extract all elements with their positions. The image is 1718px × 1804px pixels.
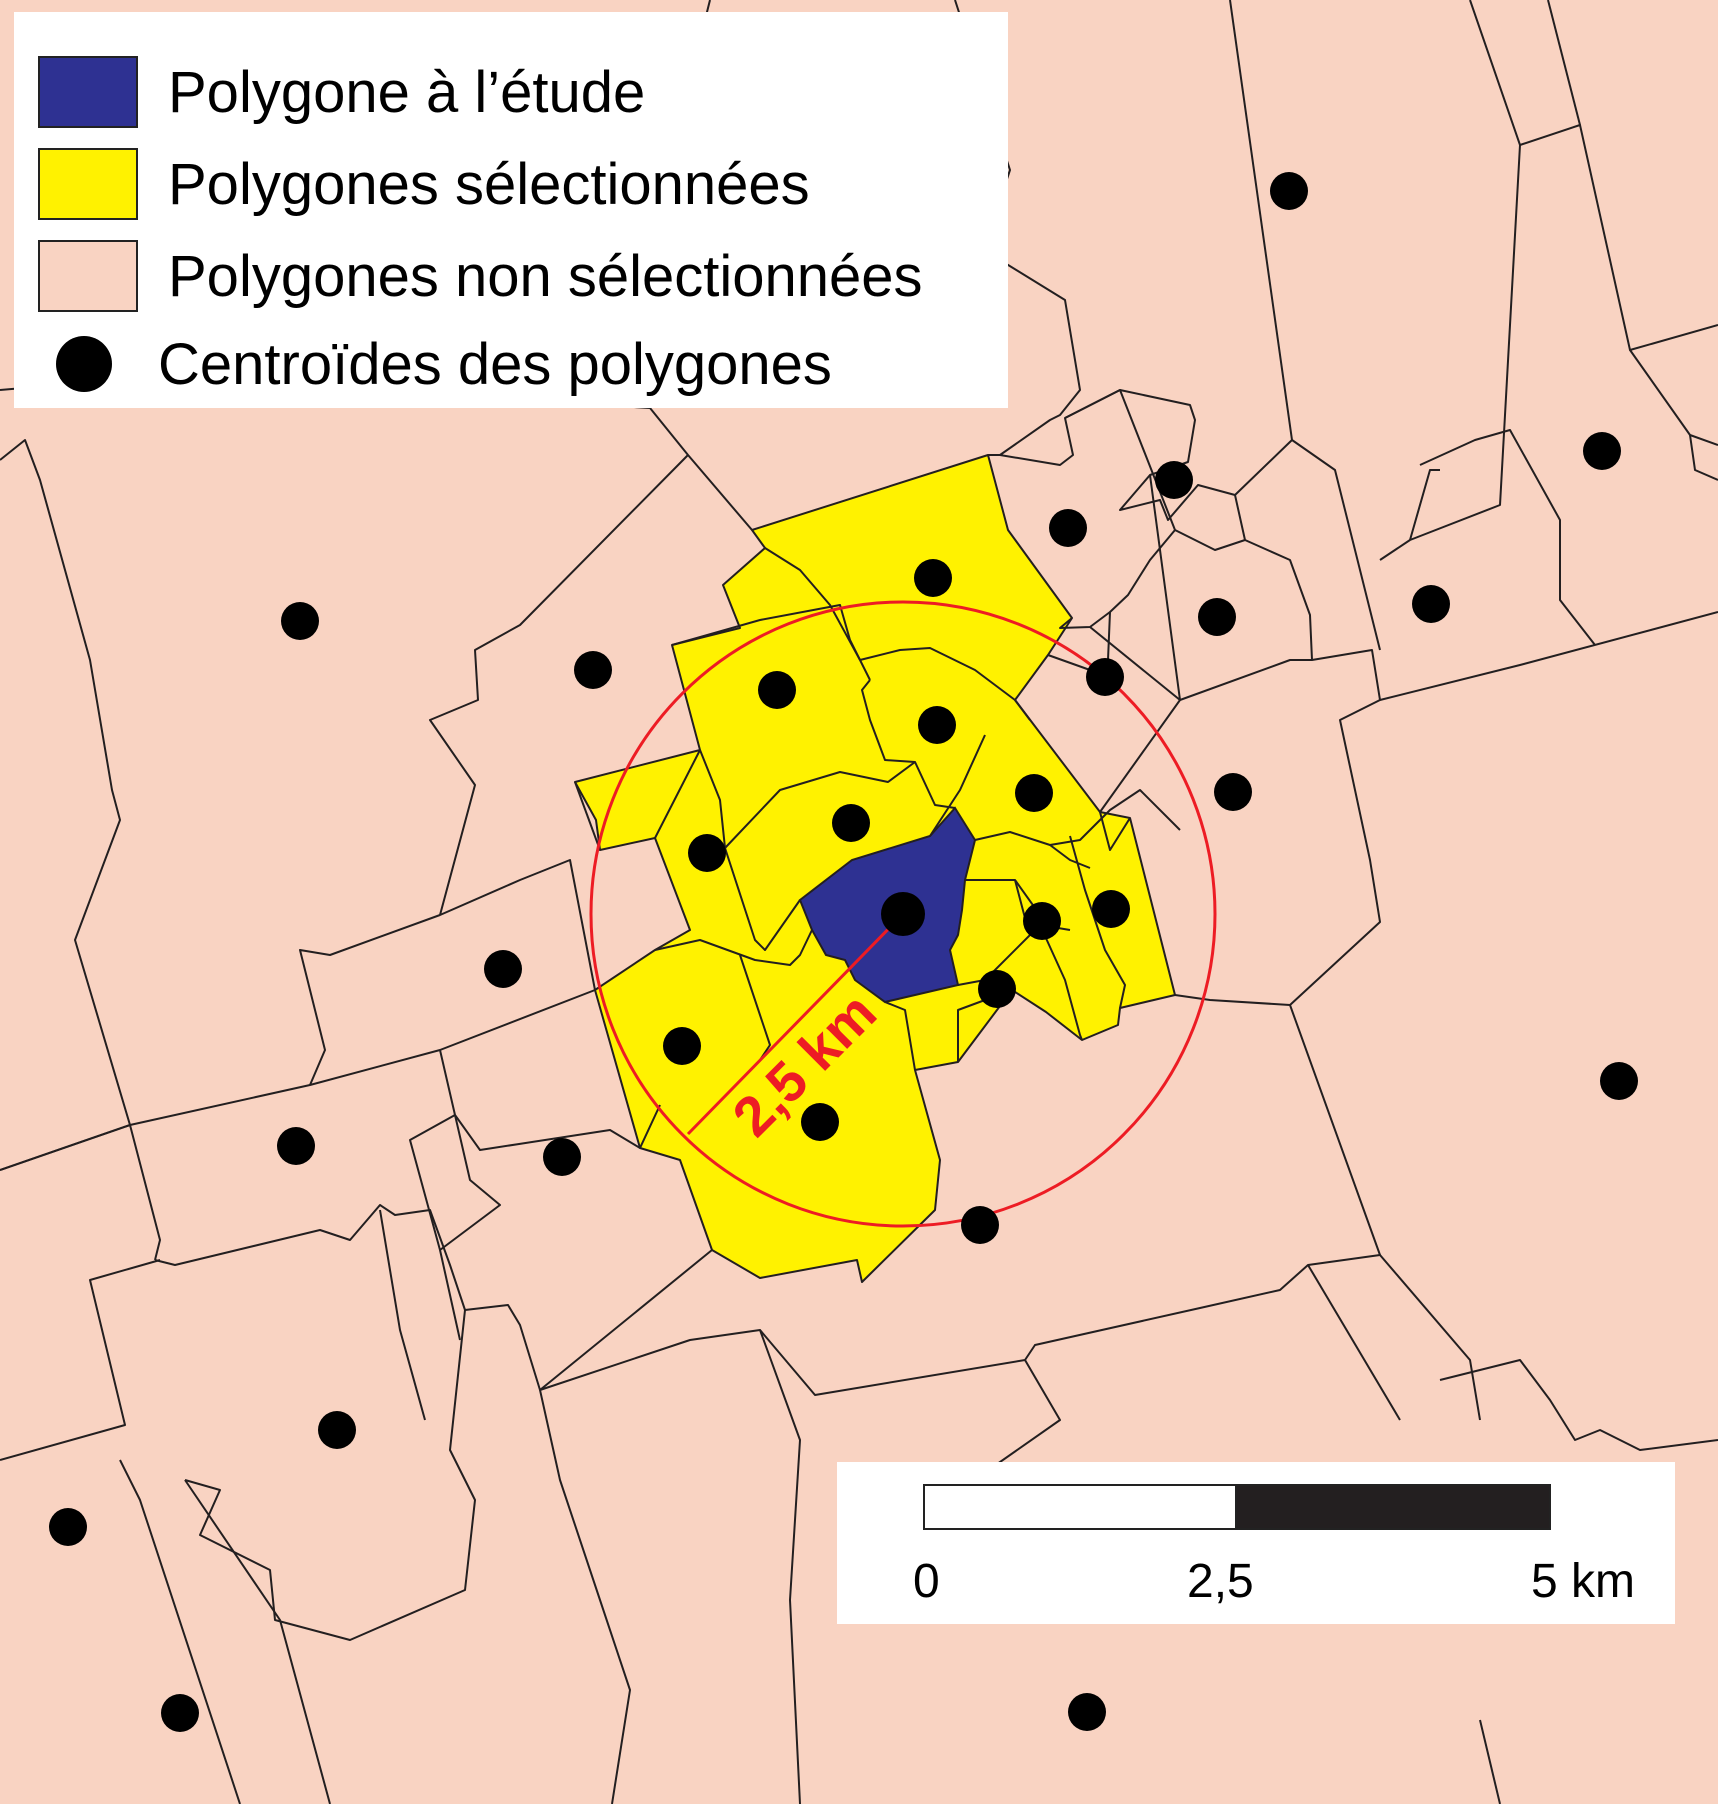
scale-tick-label: 5 km: [1531, 1555, 1636, 1608]
legend-label: Polygone à l’étude: [168, 59, 646, 125]
unselected-polygon-swatch: [38, 240, 138, 312]
map-legend: Polygone à l’étude Polygones sélectionné…: [14, 12, 1008, 408]
centroid: [881, 892, 925, 936]
centroid: [663, 1027, 701, 1065]
centroid: [758, 671, 796, 709]
centroid: [484, 950, 522, 988]
centroid: [574, 651, 612, 689]
centroid: [1092, 890, 1130, 928]
centroid: [1155, 461, 1193, 499]
centroid: [1023, 902, 1061, 940]
centroid: [1068, 1693, 1106, 1731]
centroid: [688, 834, 726, 872]
scale-tick-label: 0: [913, 1555, 940, 1608]
centroid: [281, 602, 319, 640]
centroid: [277, 1127, 315, 1165]
centroid: [543, 1138, 581, 1176]
selected-internal-boundaries: [654, 547, 1181, 1071]
legend-label: Polygones non sélectionnées: [168, 243, 923, 309]
centroid: [918, 706, 956, 744]
centroid: [1214, 773, 1252, 811]
centroid: [832, 804, 870, 842]
centroid: [1198, 598, 1236, 636]
centroid: [318, 1411, 356, 1449]
study-polygon-swatch: [38, 56, 138, 128]
centroid: [978, 970, 1016, 1008]
legend-label: Centroïdes des polygones: [158, 331, 832, 397]
centroid: [1015, 774, 1053, 812]
scale-bar-white-segment: [923, 1484, 1239, 1530]
centroid: [1049, 509, 1087, 547]
buffer-radius-line: [686, 912, 905, 1136]
legend-item-centroids: Centroïdes des polygones: [34, 324, 832, 404]
centroid: [1412, 585, 1450, 623]
centroid: [961, 1206, 999, 1244]
scale-bar: 0 2,5 5 km: [837, 1462, 1675, 1624]
centroid: [1583, 432, 1621, 470]
centroid: [1270, 172, 1308, 210]
legend-item-unselected: Polygones non sélectionnées: [38, 236, 923, 316]
centroid: [49, 1508, 87, 1546]
legend-item-selected: Polygones sélectionnées: [38, 144, 810, 224]
centroid-dot-icon: [34, 328, 134, 400]
selected-polygon-swatch: [38, 148, 138, 220]
centroid: [914, 559, 952, 597]
legend-label: Polygones sélectionnées: [168, 151, 810, 217]
centroid: [801, 1103, 839, 1141]
polygon-centroids: [49, 172, 1638, 1732]
centroid: [161, 1694, 199, 1732]
scale-tick-label: 2,5: [1187, 1555, 1254, 1608]
legend-item-study: Polygone à l’étude: [38, 52, 645, 132]
scale-bar-black-segment: [1235, 1484, 1551, 1530]
buffer-circle: [589, 600, 1217, 1228]
centroid: [1600, 1062, 1638, 1100]
centroid: [1086, 658, 1124, 696]
